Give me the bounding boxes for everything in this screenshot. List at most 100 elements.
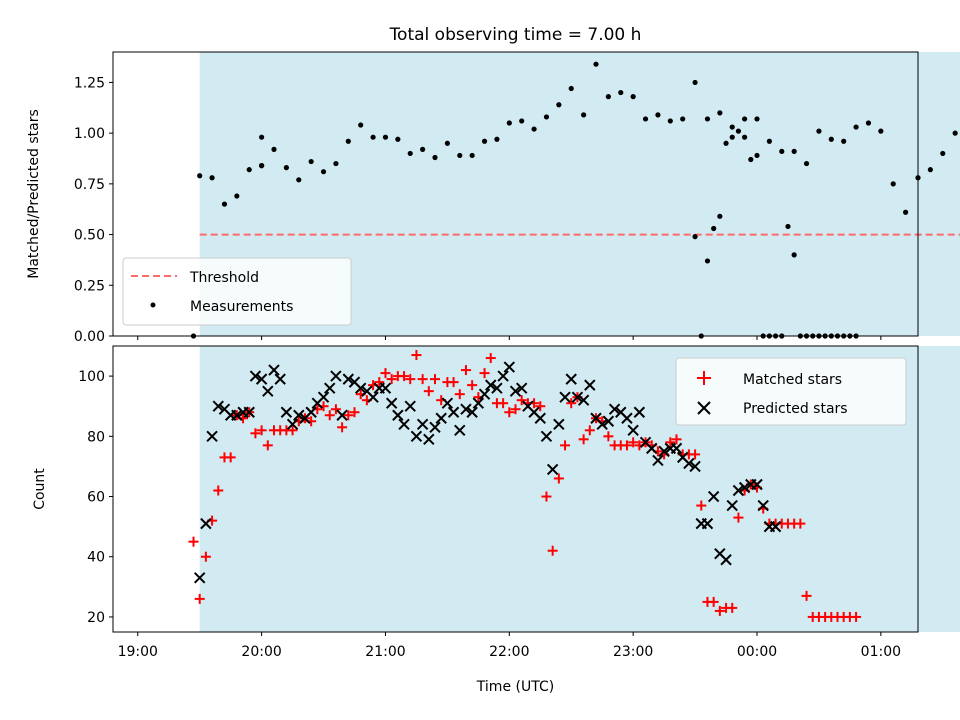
ratio-y-tick-label: 0.50 xyxy=(74,228,105,244)
matched-star-point xyxy=(560,440,571,451)
matched-star-point xyxy=(727,602,738,613)
predicted-star-point xyxy=(769,520,782,533)
ratio-y-tick-label: 0.00 xyxy=(74,329,105,345)
predicted-star-point xyxy=(689,460,701,473)
measurement-point xyxy=(197,173,203,179)
measurement-point xyxy=(221,201,228,207)
measurement-point xyxy=(742,116,748,122)
measurement-point xyxy=(692,234,698,240)
measurement-point xyxy=(853,124,859,130)
matched-star-point xyxy=(399,371,410,382)
measurement-point xyxy=(630,94,636,100)
predicted-star-point xyxy=(206,430,218,443)
predicted-star-point xyxy=(262,385,274,397)
count-y-axis-label: Count xyxy=(32,468,48,510)
measurement-point xyxy=(271,146,277,152)
predicted-star-point xyxy=(193,572,206,584)
measurement-point xyxy=(816,128,822,134)
predicted-star-point xyxy=(478,388,491,400)
predicted-star-point xyxy=(534,412,546,424)
predicted-star-point xyxy=(707,490,720,503)
measurement-point xyxy=(865,120,872,126)
ratio-y-tick-label: 0.25 xyxy=(74,278,105,294)
matched-star-point xyxy=(200,551,211,562)
measurement-point xyxy=(785,223,791,230)
matched-star-point xyxy=(603,431,614,442)
matched-star-point xyxy=(349,407,360,418)
matched-star-point xyxy=(690,449,701,460)
measurement-point xyxy=(308,158,314,165)
measurement-point xyxy=(209,175,215,181)
measurement-point xyxy=(618,89,624,96)
measurement-point xyxy=(642,116,649,122)
measurement-point xyxy=(927,167,933,173)
predicted-star-point xyxy=(367,391,379,403)
measurement-point xyxy=(432,154,438,161)
predicted-star-point xyxy=(385,397,398,409)
predicted-star-point xyxy=(503,361,516,373)
predicted-star-point xyxy=(435,412,447,424)
measurement-point xyxy=(407,150,413,157)
predicted-star-point xyxy=(683,457,695,470)
measurement-point xyxy=(735,128,742,134)
measurement-point xyxy=(420,146,426,152)
matched-star-point xyxy=(250,428,261,439)
counts-panel: 20 40 60 80 100 19:00 20:00 21:00 22:00 23:00 00:… xyxy=(32,345,960,695)
matched-star-point xyxy=(411,350,422,361)
predicted-star-point xyxy=(627,424,639,437)
measurement-point xyxy=(704,258,711,264)
measurement-point xyxy=(704,116,711,122)
predicted-star-point xyxy=(293,409,305,421)
measurement-point xyxy=(754,152,760,159)
measurement-point xyxy=(358,122,364,128)
matched-star-point xyxy=(337,422,348,433)
matched-star-point xyxy=(262,440,273,451)
measurement-point xyxy=(283,165,289,171)
measurement-point xyxy=(766,138,772,144)
measurement-point xyxy=(742,134,748,140)
measurement-point xyxy=(296,177,302,183)
predicted-star-point xyxy=(392,409,404,421)
matched-star-point xyxy=(485,353,496,364)
ratio-panel: 0.00 0.25 0.50 0.75 1.00 1.25 Total observing… xyxy=(26,25,960,345)
measurement-point xyxy=(890,181,896,187)
predicted-star-point xyxy=(398,418,410,430)
counts-legend: Matched stars Predicted stars xyxy=(675,357,907,426)
predicted-legend-swatch xyxy=(697,401,711,415)
predicted-star-point xyxy=(720,554,732,566)
predicted-star-point xyxy=(460,403,472,415)
predicted-star-point xyxy=(553,418,565,430)
measurement-point xyxy=(717,213,723,219)
matched-star-point xyxy=(566,398,577,409)
matched-star-point xyxy=(454,389,465,400)
matched-star-point xyxy=(504,407,515,418)
matched-star-point xyxy=(547,545,558,556)
matched-star-point xyxy=(330,404,341,415)
predicted-star-point xyxy=(584,379,596,391)
matched-star-point xyxy=(225,452,236,463)
matched-star-point xyxy=(535,401,546,412)
matched-star-point xyxy=(795,518,806,529)
measurement-point xyxy=(655,112,661,118)
predicted-star-point xyxy=(608,403,621,415)
matched-star-point xyxy=(380,368,391,379)
matched-star-point xyxy=(541,491,552,502)
predicted-star-point xyxy=(577,394,590,406)
matched-star-point xyxy=(256,425,267,436)
matched-star-point xyxy=(467,380,478,391)
measurement-point xyxy=(729,124,735,130)
measurement-point xyxy=(345,138,351,144)
measurement-point xyxy=(370,134,376,140)
count-y-tick-label: 100 xyxy=(78,369,105,385)
measurement-point xyxy=(754,116,760,122)
predicted-star-point xyxy=(732,484,745,497)
ratio-panel-frame xyxy=(112,51,919,337)
measurement-point xyxy=(605,94,611,100)
time-x-tick-label: 20:00 xyxy=(241,644,281,660)
time-x-tick-label: 22:00 xyxy=(489,644,529,660)
predicted-star-point xyxy=(255,373,268,385)
ratio-y-tick-label: 1.00 xyxy=(74,126,105,142)
predicted-star-point xyxy=(515,382,528,394)
measurement-point xyxy=(333,160,339,167)
